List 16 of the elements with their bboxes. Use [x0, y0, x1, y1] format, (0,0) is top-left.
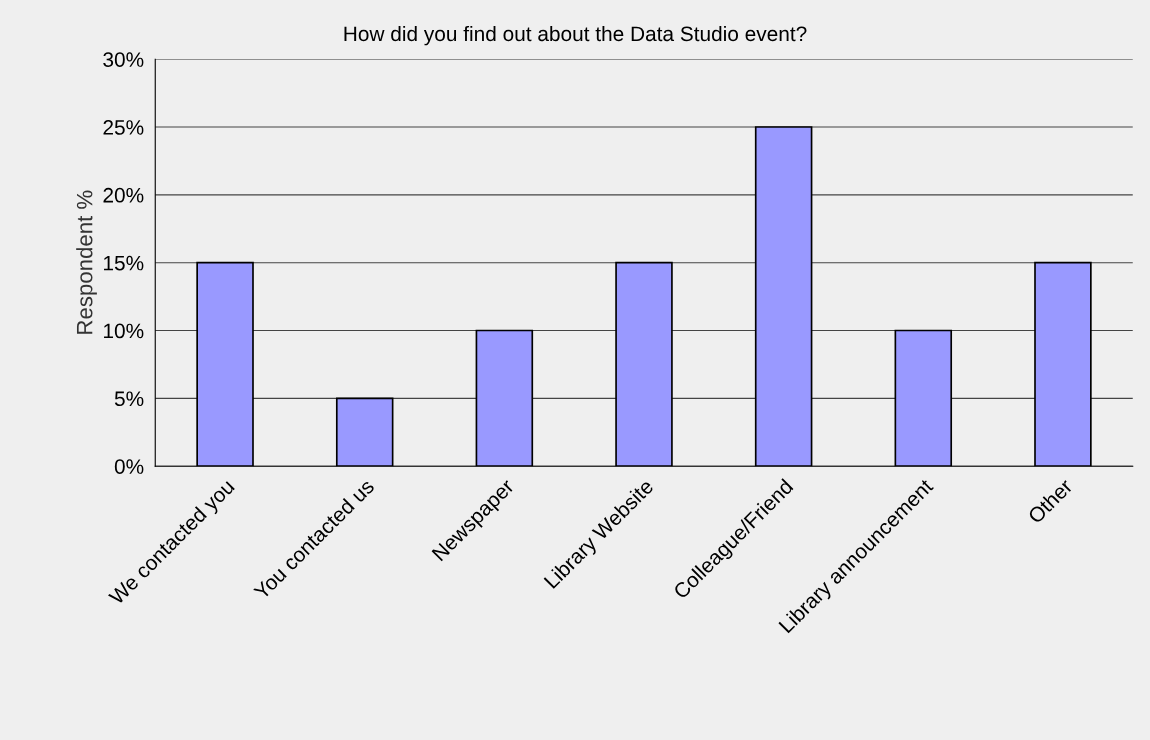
y-tick-label: 0%: [114, 459, 144, 474]
bar: [615, 261, 673, 467]
y-axis-title: Respondent %: [76, 190, 97, 334]
y-tick-label: 5%: [114, 391, 144, 407]
bar: [475, 329, 534, 467]
bar: [894, 329, 953, 467]
y-tick-label: 20%: [103, 187, 144, 203]
y-tick-label: 15%: [104, 255, 144, 271]
bar: [754, 126, 813, 467]
chart-title: How did you find out about the Data Studio event?: [344, 25, 807, 46]
y-tick-label: 30%: [103, 52, 144, 67]
y-tick-label: 10%: [104, 323, 144, 339]
y-tick-label: 25%: [103, 120, 144, 135]
bar: [196, 261, 254, 467]
bar: [335, 397, 394, 467]
bar: [1034, 261, 1092, 467]
